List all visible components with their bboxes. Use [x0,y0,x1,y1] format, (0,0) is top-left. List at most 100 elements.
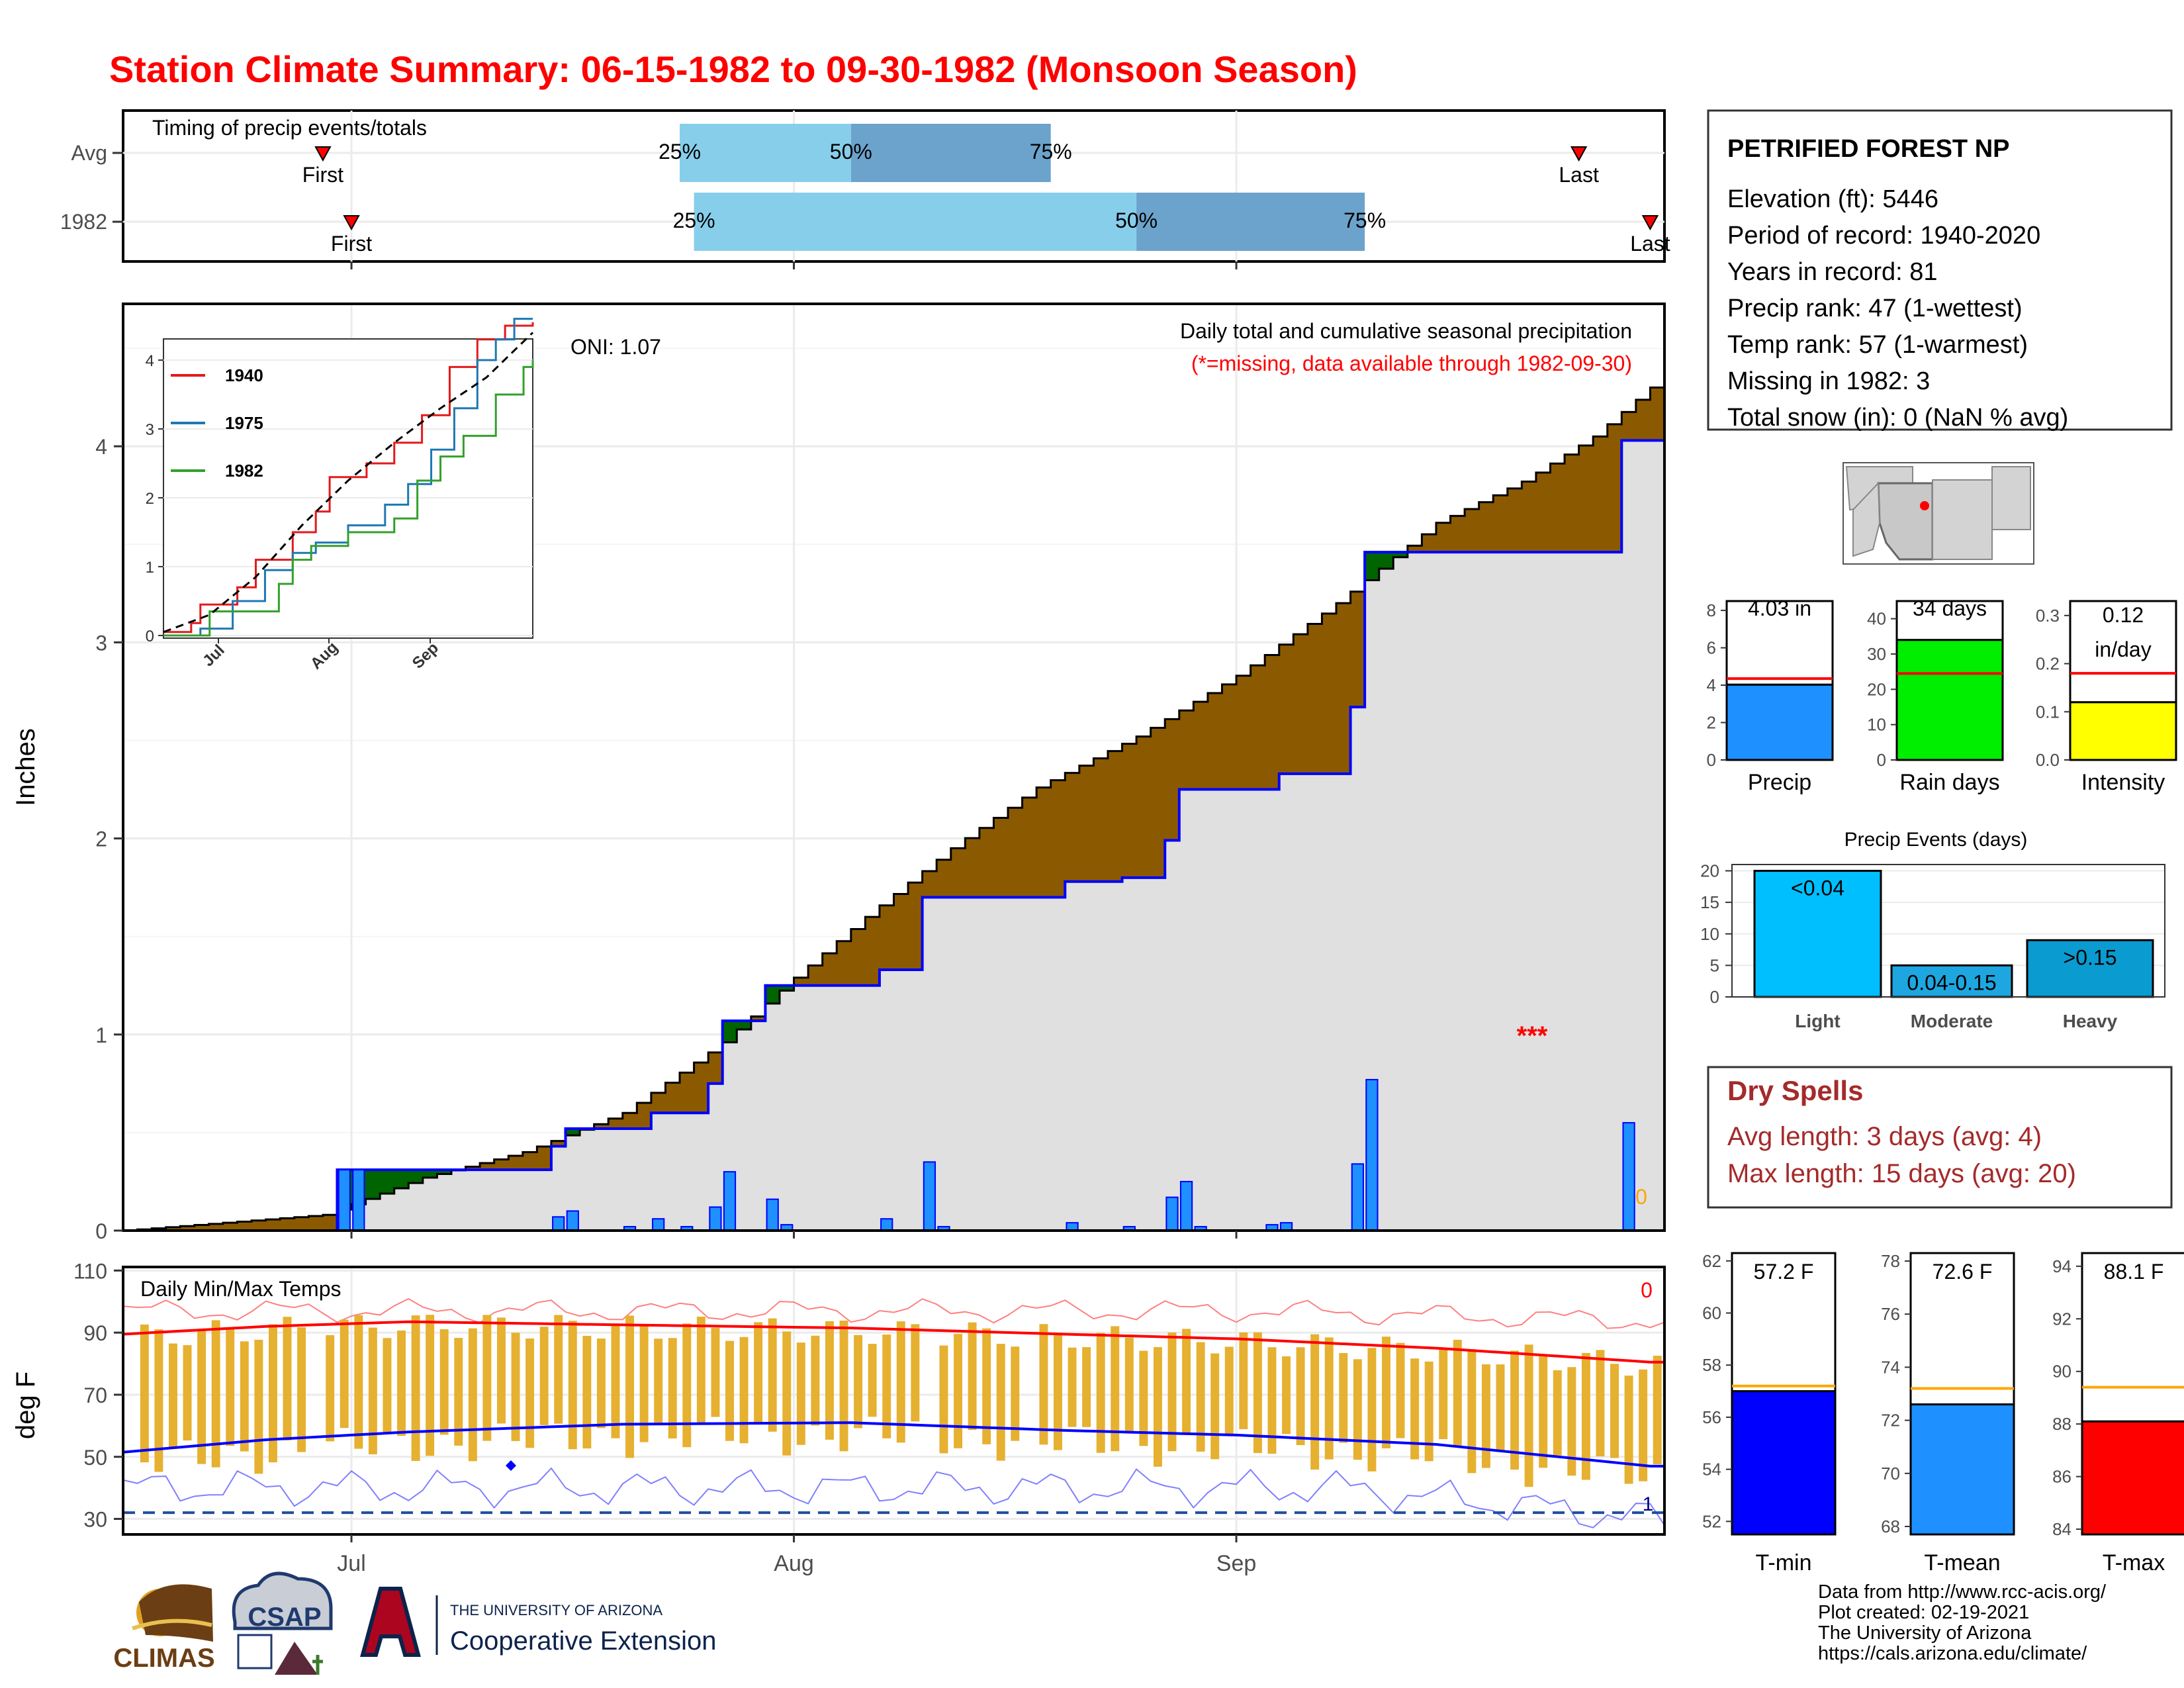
temp-ytick-label: 90 [83,1321,107,1345]
daily-temp-bar [1167,1332,1177,1452]
daily-temp-bar [582,1336,592,1449]
daily-temp-bar [1054,1333,1062,1450]
summary-value-label: in/day [2095,637,2151,661]
precip-below-avg-area [180,1226,195,1231]
precip-common-area [837,985,852,1231]
precip-common-area [1179,789,1194,1231]
precip-below-avg-area [1578,445,1594,553]
precip-below-avg-area [1422,534,1437,553]
precip-common-area [651,1113,666,1231]
precip-common-area [680,1113,695,1231]
precip-below-avg-area [1065,773,1080,882]
daily-temp-bar [354,1315,363,1449]
precip-common-area [451,1170,467,1231]
summary-tick-label: 0.2 [2036,654,2060,674]
temp-panel-title: Daily Min/Max Temps [140,1277,341,1301]
precip-common-area [1465,552,1480,1231]
temp-summary-tick-label: 58 [1702,1355,1721,1375]
month-tick-label: Sep [1216,1551,1257,1576]
precip-common-area [522,1170,537,1231]
dry-spells-title: Dry Spells [1727,1075,1863,1106]
precip-common-area [1593,552,1608,1231]
daily-temp-bar [1567,1367,1576,1476]
daily-precip-bar [338,1169,351,1231]
q75-label: 75% [1030,140,1072,164]
temp-summary-value-label: 88.1 F [2104,1260,2164,1284]
temp-summary-tick-label: 72 [1881,1411,1900,1430]
precip-below-avg-area [308,1215,324,1231]
daily-temp-bar [1111,1326,1120,1452]
daily-temp-bar [525,1338,535,1448]
event-bar [1753,870,1882,998]
precip-panel-frame [122,303,1666,1232]
temp-ytick-label: 30 [83,1508,107,1532]
daily-temp-bar [1410,1358,1420,1460]
precip-common-area [1222,789,1237,1231]
temp-summary-tick-label: 60 [1702,1303,1721,1323]
precip-common-area [508,1170,523,1231]
first-event-marker [343,215,360,231]
temp-summary-tick-label: 88 [2052,1414,2071,1434]
precip-below-avg-area [1165,719,1180,841]
daily-temp-bar [596,1338,606,1429]
daily-temp-bar [426,1315,435,1456]
daily-temp-bar [254,1339,263,1474]
climas-wordmark: CLIMAS [113,1644,214,1673]
inset-series-1982 [163,360,534,637]
events-panel-frame [1731,864,2165,998]
inset-ytick-label: 3 [146,421,154,439]
precip-below-avg-area [1535,472,1551,553]
summary-bar-remainder [2069,600,2177,704]
daily-temp-bar [968,1322,977,1430]
station-info-line: Temp rank: 57 (1-warmest) [1727,331,2028,359]
precip-below-avg-area [265,1219,281,1231]
daily-temp-bar [1210,1353,1220,1460]
summary-tick-label: 0.3 [2036,606,2060,626]
precip-common-area [1450,552,1465,1231]
daily-precip-bar [1622,1122,1635,1231]
precip-common-area [622,1128,637,1231]
missing-marker: *** [1517,1021,1548,1051]
inset-ytick-label: 0 [146,628,154,645]
precip-below-avg-area [1207,692,1222,790]
temp-summary-tick-label: 68 [1881,1517,1900,1536]
events-tick-label: 5 [1710,955,1719,975]
temp-summary-tick-label: 90 [2052,1362,2071,1382]
station-info-box [1707,109,2173,431]
daily-temp-bar [1596,1350,1605,1457]
precip-common-area [422,1178,437,1231]
daily-temp-bar [1253,1332,1262,1454]
summary-tick-label: 0 [1877,750,1886,770]
daily-temp-bar [1011,1346,1020,1441]
daily-temp-bar [468,1328,477,1462]
precip-below-avg-area [480,1163,495,1170]
daily-temp-bar [340,1319,349,1429]
timing-row-label: 1982 [60,210,107,234]
climas-swoosh [132,1618,212,1630]
daily-temp-bar [1039,1324,1048,1445]
precip-below-avg-area [1265,655,1280,790]
precip-below-avg-area [251,1220,267,1231]
daily-precip-bar [352,1169,365,1231]
precip-below-avg-area [680,1072,695,1113]
precip-common-area [1322,773,1337,1231]
dry-spells-box [1707,1066,2173,1209]
event-value-label: 0.04-0.15 [1907,970,1996,994]
precip-common-area [1036,897,1052,1231]
dry-spells-max: Max length: 15 days (avg: 20) [1727,1159,2076,1188]
temp-ytick-label: 50 [83,1446,107,1470]
summary-bar [1895,639,2004,761]
daily-temp-bar [1068,1347,1077,1427]
temp-summary-tick-label: 84 [2052,1519,2071,1539]
precip-common-area [950,897,966,1231]
precip-common-area [822,985,837,1231]
avg-min-line [122,1421,1664,1468]
precip-common-area [1422,552,1437,1231]
precip-below-avg-area [1522,481,1537,553]
daily-temp-bar [1296,1347,1305,1446]
inset-ytick-label: 2 [146,490,154,508]
precip-common-area [380,1194,395,1231]
daily-temp-bar [268,1324,277,1463]
last-event-label: Last [1630,232,1670,256]
